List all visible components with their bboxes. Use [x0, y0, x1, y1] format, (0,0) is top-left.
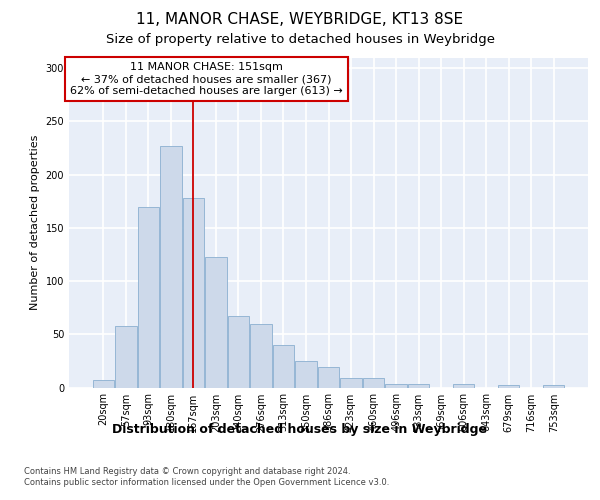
- Bar: [498, 386, 520, 388]
- Text: 11 MANOR CHASE: 151sqm
← 37% of detached houses are smaller (367)
62% of semi-de: 11 MANOR CHASE: 151sqm ← 37% of detached…: [70, 62, 343, 96]
- Bar: [408, 384, 429, 388]
- Bar: [115, 326, 137, 388]
- Text: 11, MANOR CHASE, WEYBRIDGE, KT13 8SE: 11, MANOR CHASE, WEYBRIDGE, KT13 8SE: [136, 12, 464, 28]
- Bar: [228, 316, 249, 388]
- Bar: [453, 384, 475, 388]
- Bar: [92, 380, 114, 388]
- Bar: [205, 256, 227, 388]
- Bar: [543, 386, 565, 388]
- Text: Size of property relative to detached houses in Weybridge: Size of property relative to detached ho…: [106, 32, 494, 46]
- Bar: [250, 324, 272, 388]
- Bar: [160, 146, 182, 388]
- Y-axis label: Number of detached properties: Number of detached properties: [30, 135, 40, 310]
- Bar: [385, 384, 407, 388]
- Bar: [340, 378, 362, 388]
- Bar: [137, 206, 159, 388]
- Bar: [363, 378, 384, 388]
- Text: Distribution of detached houses by size in Weybridge: Distribution of detached houses by size …: [113, 422, 487, 436]
- Text: Contains HM Land Registry data © Crown copyright and database right 2024.
Contai: Contains HM Land Registry data © Crown c…: [24, 468, 389, 487]
- Bar: [182, 198, 204, 388]
- Bar: [318, 368, 339, 388]
- Bar: [295, 361, 317, 388]
- Bar: [273, 345, 294, 388]
